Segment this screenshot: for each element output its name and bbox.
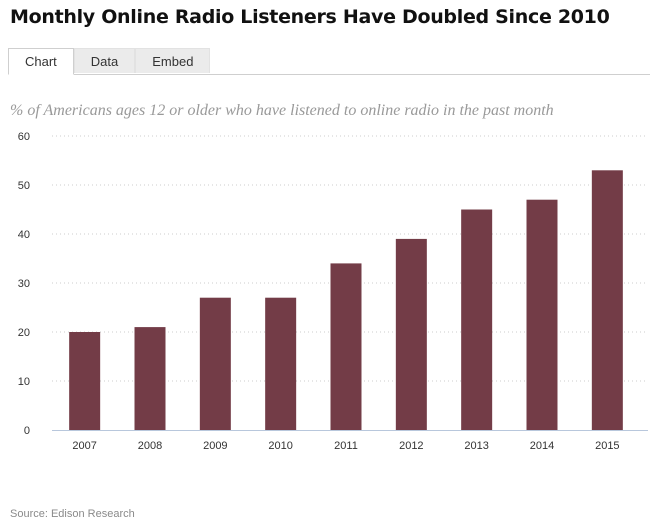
bar: [134, 327, 166, 430]
x-tick-label: 2011: [334, 440, 358, 452]
chart-title: Monthly Online Radio Listeners Have Doub…: [10, 6, 610, 28]
bar-chart: 0 10 20 30 40 50 60 2007 2008 2009 2010 2011 2012 201…: [18, 131, 648, 452]
x-tick-label: 2009: [203, 440, 227, 452]
y-tick-label: 20: [18, 327, 30, 339]
x-tick-label: 2013: [464, 440, 488, 452]
bar: [330, 263, 362, 430]
y-tick-label: 30: [18, 278, 30, 290]
bar: [265, 297, 297, 430]
bar: [461, 209, 493, 430]
x-tick-label: 2007: [72, 440, 96, 452]
y-tick-label: 10: [18, 376, 30, 388]
x-tick-label: 2012: [399, 440, 423, 452]
x-tick-label: 2008: [138, 440, 162, 452]
tab-data[interactable]: Data: [73, 48, 136, 73]
bar: [395, 238, 427, 430]
y-tick-label: 60: [18, 131, 30, 143]
source-note: Source: Edison Research: [10, 508, 135, 520]
y-tick-label: 0: [24, 425, 30, 437]
bar: [199, 297, 231, 430]
bar: [526, 199, 558, 430]
chart-subtitle: % of Americans ages 12 or older who have…: [10, 102, 554, 119]
y-tick-label: 40: [18, 229, 30, 241]
view-tabs: Chart Data Embed: [8, 48, 650, 75]
x-tick-label: 2010: [268, 440, 292, 452]
bar: [591, 170, 623, 431]
y-tick-label: 50: [18, 180, 30, 192]
x-tick-label: 2014: [530, 440, 554, 452]
tab-chart[interactable]: Chart: [8, 48, 74, 75]
x-tick-label: 2015: [595, 440, 619, 452]
bar: [69, 332, 101, 430]
tab-embed[interactable]: Embed: [135, 48, 211, 73]
